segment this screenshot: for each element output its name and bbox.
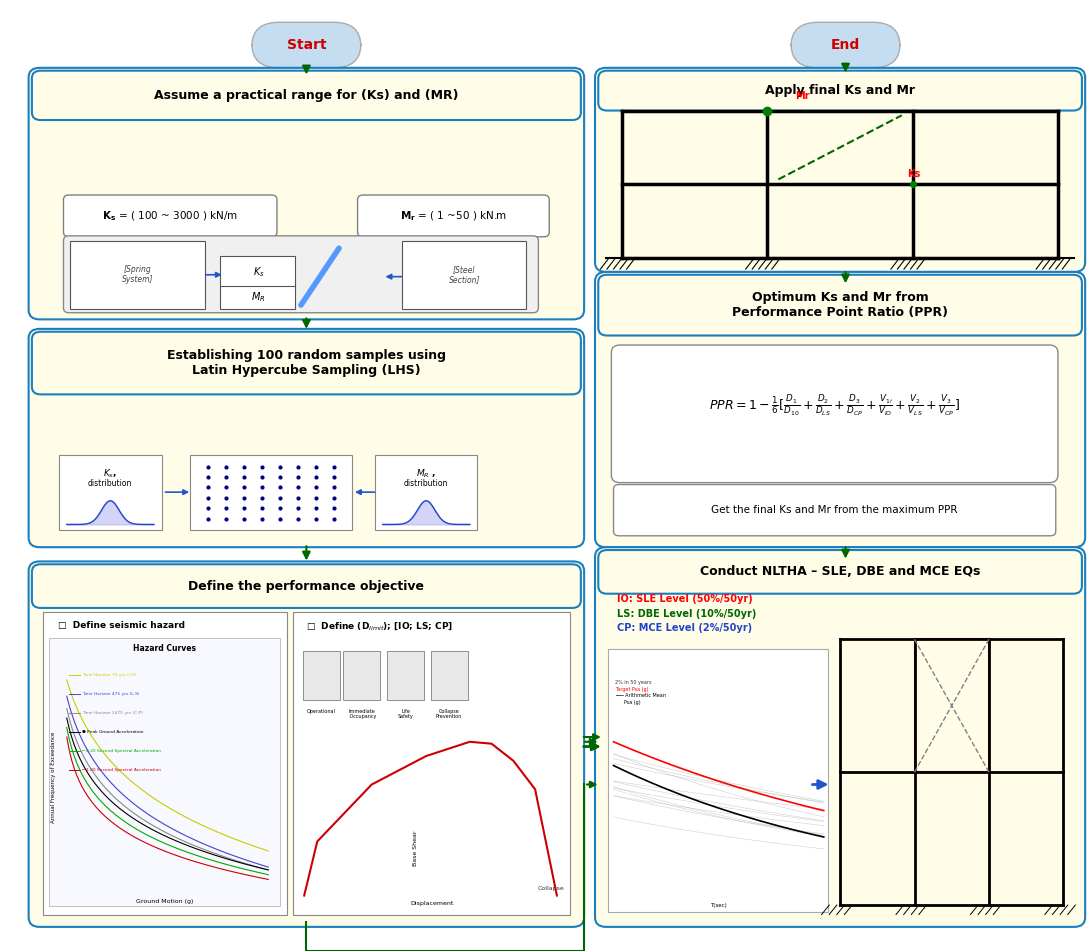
Text: Psa (g): Psa (g) [615, 700, 640, 705]
FancyBboxPatch shape [190, 455, 352, 530]
Text: $\mathbf{M_r}$ = ( 1 ~50 ) kN.m: $\mathbf{M_r}$ = ( 1 ~50 ) kN.m [400, 209, 507, 223]
FancyBboxPatch shape [59, 455, 162, 530]
Text: Ground Motion (g): Ground Motion (g) [136, 899, 193, 903]
Text: Immediate
 Occupancy: Immediate Occupancy [347, 708, 376, 720]
Text: Optimum Ks and Mr from
Performance Point Ratio (PPR): Optimum Ks and Mr from Performance Point… [732, 291, 948, 319]
FancyBboxPatch shape [294, 612, 570, 915]
Text: Get the final Ks and Mr from the maximum PPR: Get the final Ks and Mr from the maximum… [711, 506, 958, 515]
Text: $M_R$ ,: $M_R$ , [416, 467, 436, 481]
Text: Time Horizon 475 yrs (L.S): Time Horizon 475 yrs (L.S) [82, 692, 140, 696]
Text: Collapse
Prevention: Collapse Prevention [436, 708, 462, 720]
Text: $\mathbf{K_s}$ = ( 100 ~ 3000 ) kN/m: $\mathbf{K_s}$ = ( 100 ~ 3000 ) kN/m [103, 209, 238, 223]
Text: Annual Frequency of Exceedance: Annual Frequency of Exceedance [51, 731, 56, 823]
Text: IO: SLE Level (50%/50yr): IO: SLE Level (50%/50yr) [617, 594, 752, 605]
Text: $PPR = 1 - \frac{1}{6}[\frac{D_1}{D_{10}} + \frac{D_2}{D_{LS}} + \frac{D_3}{D_{C: $PPR = 1 - \frac{1}{6}[\frac{D_1}{D_{10}… [709, 393, 960, 418]
Text: Time Horizon 75 yrs (I.O): Time Horizon 75 yrs (I.O) [82, 673, 136, 677]
FancyBboxPatch shape [32, 70, 581, 120]
FancyBboxPatch shape [221, 256, 296, 288]
FancyBboxPatch shape [28, 328, 584, 547]
Text: Time Horizon 2475 yrs (C.P): Time Horizon 2475 yrs (C.P) [82, 711, 143, 715]
Text: [Spring
System]: [Spring System] [122, 265, 153, 285]
Text: Base Shear: Base Shear [413, 830, 418, 866]
FancyBboxPatch shape [63, 195, 277, 237]
FancyBboxPatch shape [598, 70, 1082, 110]
Text: □  Define seismic hazard: □ Define seismic hazard [58, 622, 185, 630]
FancyBboxPatch shape [63, 236, 538, 313]
Text: Mr: Mr [795, 91, 809, 101]
Text: ─── Arithmetic Mean: ─── Arithmetic Mean [615, 693, 665, 699]
FancyBboxPatch shape [32, 565, 581, 608]
FancyBboxPatch shape [304, 650, 340, 700]
Text: $M_R$: $M_R$ [251, 290, 265, 305]
Text: ─ 0.20 Second Spectral Acceleration: ─ 0.20 Second Spectral Acceleration [82, 749, 161, 753]
Text: T(sec): T(sec) [710, 902, 726, 908]
Text: [Steel
Section]: [Steel Section] [449, 265, 480, 285]
FancyBboxPatch shape [252, 22, 360, 68]
FancyBboxPatch shape [343, 650, 380, 700]
FancyBboxPatch shape [595, 547, 1085, 927]
FancyBboxPatch shape [28, 68, 584, 319]
FancyBboxPatch shape [430, 650, 467, 700]
FancyBboxPatch shape [595, 68, 1085, 272]
FancyBboxPatch shape [387, 650, 424, 700]
FancyBboxPatch shape [791, 22, 900, 68]
FancyBboxPatch shape [612, 345, 1058, 483]
Text: End: End [831, 38, 860, 52]
FancyBboxPatch shape [402, 241, 526, 309]
FancyBboxPatch shape [608, 648, 828, 912]
FancyBboxPatch shape [375, 455, 477, 530]
FancyBboxPatch shape [595, 272, 1085, 547]
FancyBboxPatch shape [221, 287, 296, 309]
Text: Ks: Ks [907, 169, 921, 179]
Text: Start: Start [286, 38, 327, 52]
Text: Displacement: Displacement [410, 901, 453, 905]
Text: 2% in 50 years: 2% in 50 years [615, 680, 651, 685]
FancyBboxPatch shape [614, 485, 1056, 536]
Text: CP: MCE Level (2%/50yr): CP: MCE Level (2%/50yr) [617, 623, 752, 633]
Text: Target Psa (g): Target Psa (g) [615, 686, 649, 692]
Text: Define the performance objective: Define the performance objective [189, 580, 425, 592]
Text: Assume a practical range for (Ks) and (MR): Assume a practical range for (Ks) and (M… [154, 89, 459, 102]
FancyBboxPatch shape [28, 562, 584, 927]
Text: Hazard Curves: Hazard Curves [133, 645, 197, 653]
Text: ● Peak Ground Acceleration: ● Peak Ground Acceleration [82, 730, 143, 734]
FancyBboxPatch shape [49, 639, 281, 906]
Text: Collapse: Collapse [538, 886, 565, 891]
FancyBboxPatch shape [598, 275, 1082, 335]
FancyBboxPatch shape [43, 612, 287, 915]
Text: □  Define (D$_{limit}$); [IO; LS; CP]: □ Define (D$_{limit}$); [IO; LS; CP] [307, 620, 453, 632]
FancyBboxPatch shape [357, 195, 549, 237]
Text: LS: DBE Level (10%/50yr): LS: DBE Level (10%/50yr) [617, 608, 756, 619]
FancyBboxPatch shape [598, 550, 1082, 594]
Text: $K_s$: $K_s$ [252, 265, 264, 279]
Text: $K_s$,: $K_s$, [104, 467, 117, 481]
Text: Life
Safety: Life Safety [397, 708, 414, 720]
Text: Conduct NLTHA – SLE, DBE and MCE EQs: Conduct NLTHA – SLE, DBE and MCE EQs [700, 565, 981, 579]
Text: distribution: distribution [404, 479, 449, 488]
Text: Establishing 100 random samples using
Latin Hypercube Sampling (LHS): Establishing 100 random samples using La… [167, 349, 446, 377]
FancyBboxPatch shape [32, 331, 581, 394]
FancyBboxPatch shape [70, 241, 205, 309]
Text: ─ 1.00 Second Spectral Acceleration: ─ 1.00 Second Spectral Acceleration [82, 768, 161, 772]
Text: distribution: distribution [88, 479, 132, 488]
Text: Operational: Operational [307, 708, 336, 714]
Text: Apply final Ks and Mr: Apply final Ks and Mr [765, 84, 915, 97]
